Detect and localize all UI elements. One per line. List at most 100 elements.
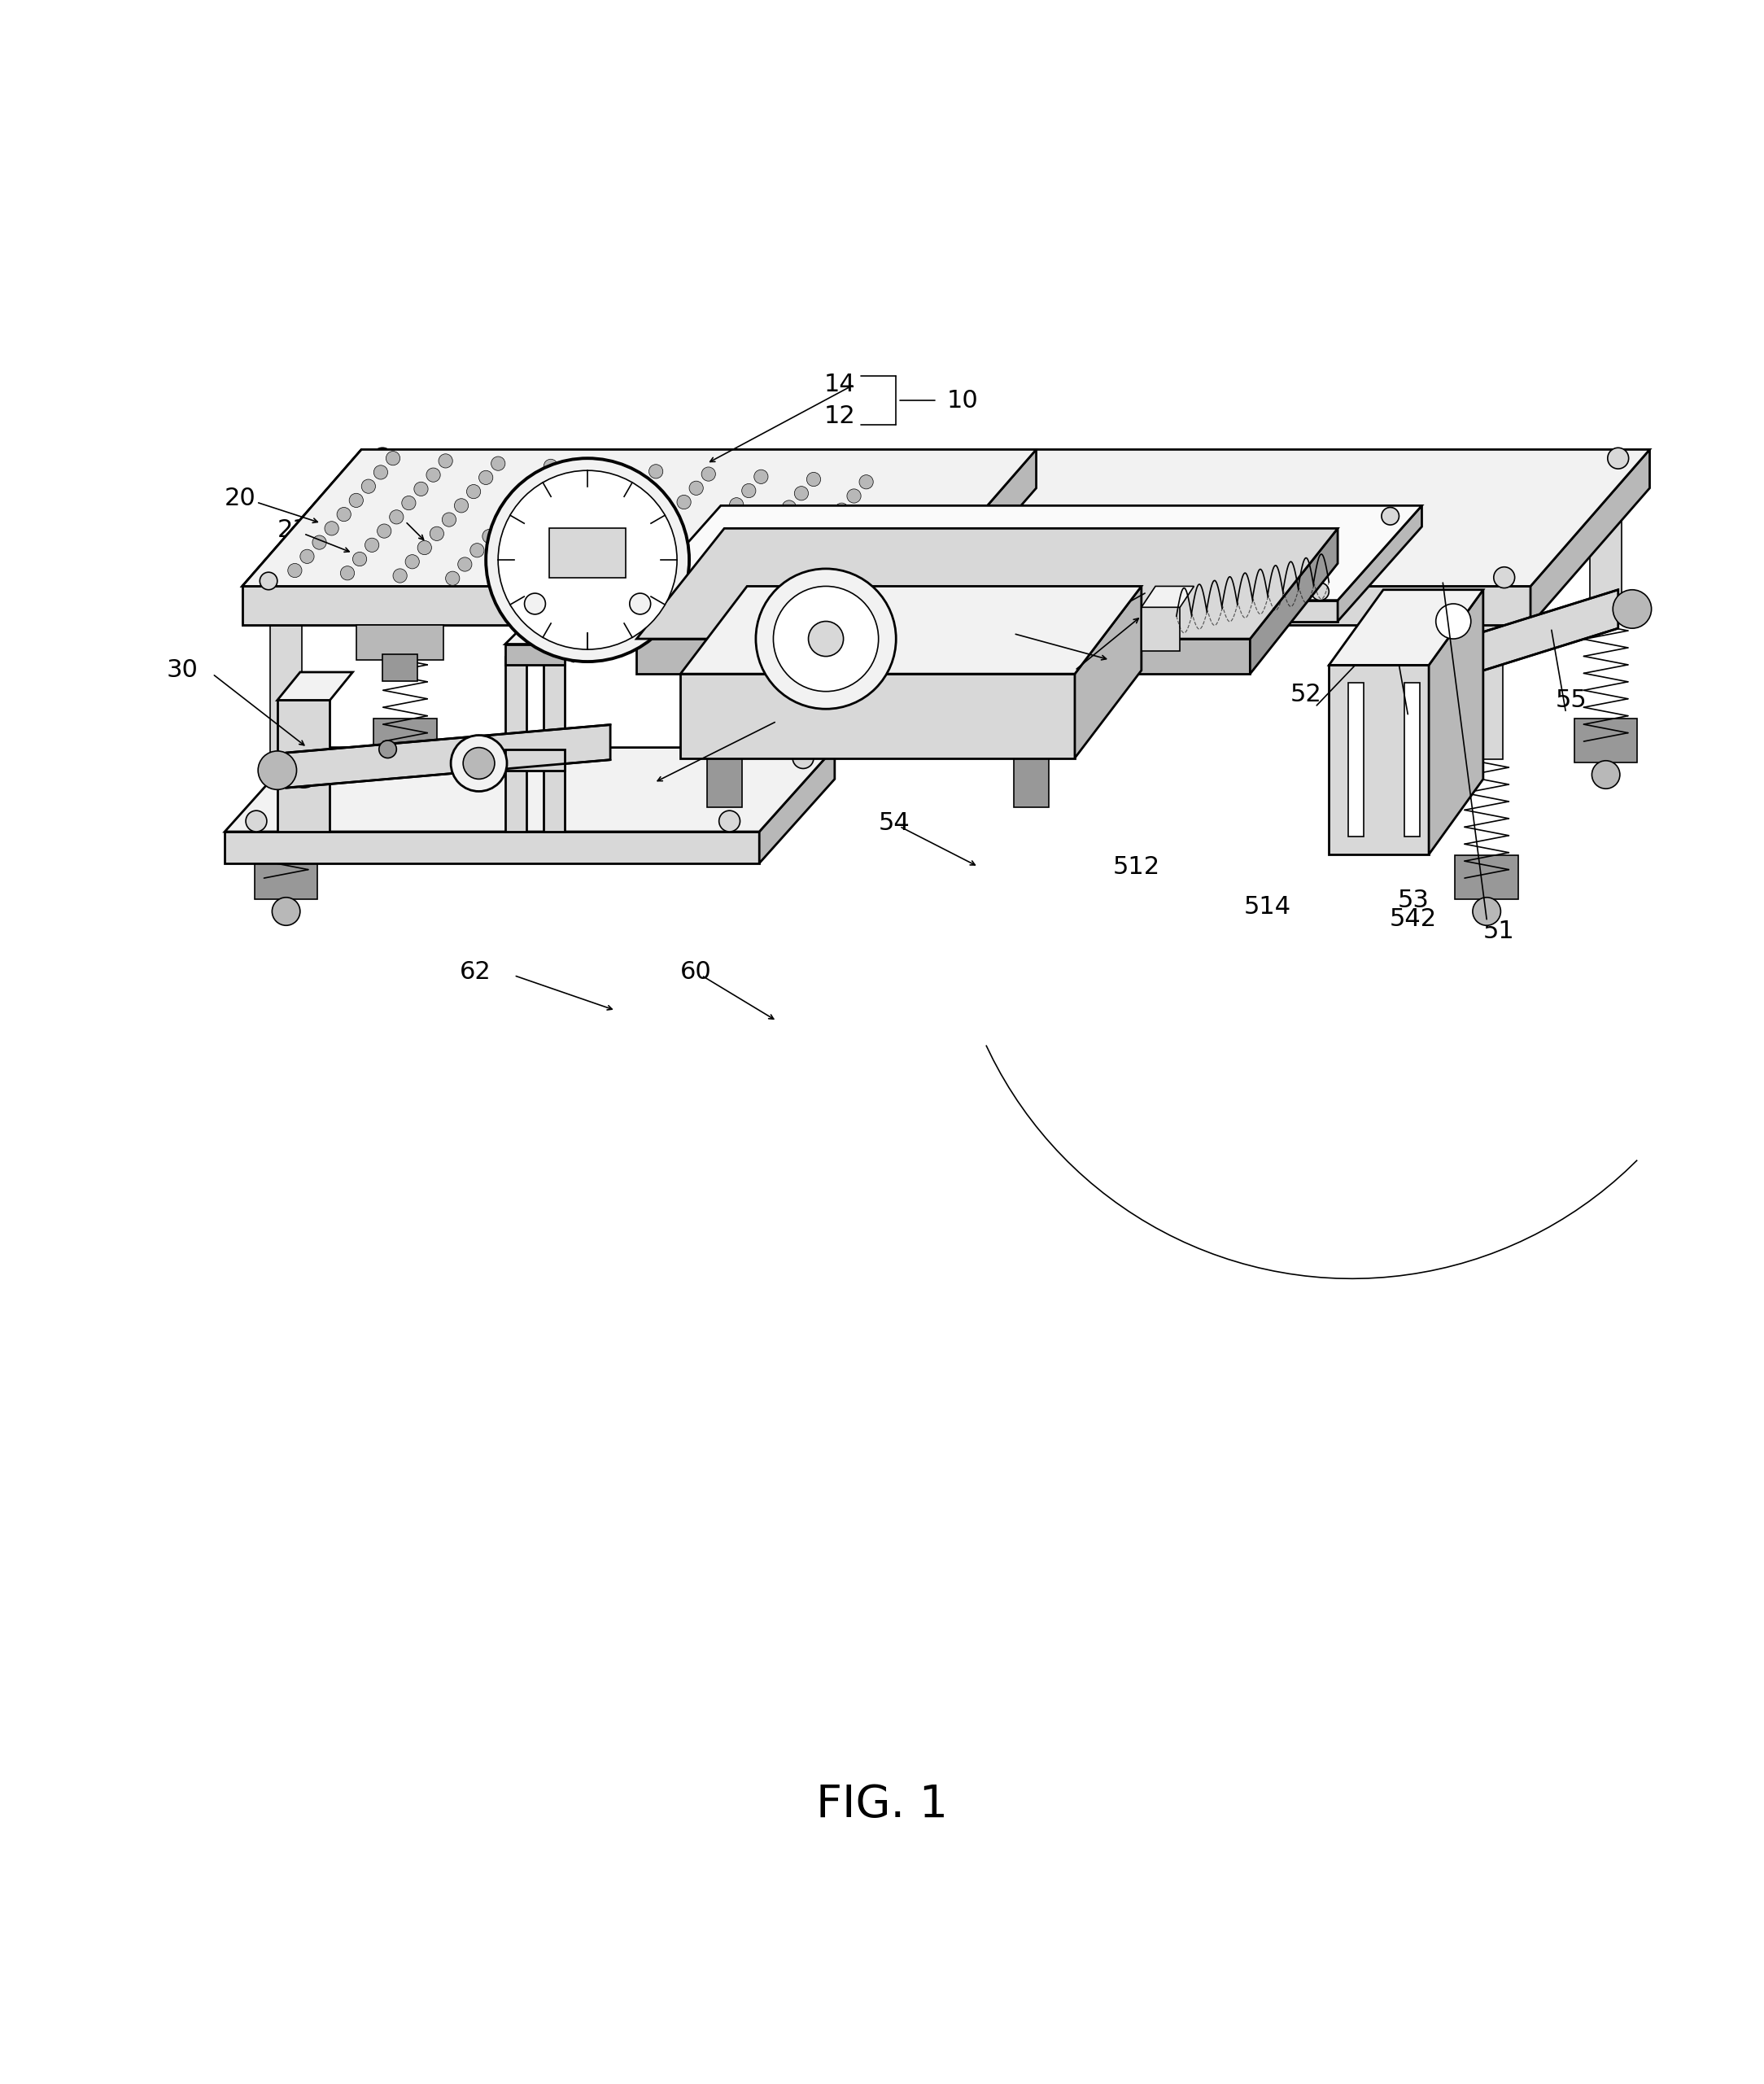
Circle shape [455,498,469,513]
Text: 50: 50 [986,613,1018,636]
Circle shape [773,586,878,692]
Circle shape [286,752,321,788]
Circle shape [847,490,861,502]
Text: 21: 21 [388,506,420,529]
Text: 30: 30 [168,659,199,681]
Polygon shape [637,529,1337,640]
Polygon shape [242,586,917,625]
Circle shape [1311,584,1328,600]
Bar [1141,606,1180,650]
Circle shape [390,511,404,523]
Circle shape [522,546,536,561]
Text: 542: 542 [1390,907,1436,932]
Circle shape [372,448,393,469]
Circle shape [653,523,667,538]
Circle shape [312,536,326,550]
Circle shape [718,513,732,525]
Bar [270,625,302,759]
Circle shape [859,475,873,490]
Circle shape [753,469,767,483]
Circle shape [1473,898,1501,925]
Polygon shape [681,673,1074,759]
Circle shape [822,517,836,531]
Circle shape [459,556,471,571]
Text: 12: 12 [824,404,856,427]
Circle shape [559,504,573,519]
Circle shape [721,571,736,584]
Circle shape [584,475,598,490]
Circle shape [743,483,755,498]
Circle shape [640,538,654,550]
Circle shape [494,515,508,529]
Circle shape [863,534,877,548]
Bar [1348,684,1364,838]
Circle shape [245,811,266,832]
Circle shape [497,471,677,650]
Circle shape [785,559,799,573]
Circle shape [616,565,630,579]
Text: 55: 55 [1556,688,1586,713]
Polygon shape [1337,506,1422,621]
Circle shape [875,519,889,534]
Circle shape [386,452,400,465]
Circle shape [415,481,429,496]
Text: FIG. 1: FIG. 1 [817,1782,947,1826]
Circle shape [575,548,589,563]
Circle shape [377,523,392,538]
Circle shape [485,458,690,661]
Circle shape [446,571,460,586]
Polygon shape [242,450,1035,586]
Circle shape [464,748,494,779]
Bar [374,719,437,763]
Circle shape [850,548,864,563]
Polygon shape [1141,586,1194,606]
Circle shape [1381,506,1399,525]
Circle shape [649,465,663,479]
Polygon shape [681,586,1141,673]
Circle shape [834,502,848,517]
Circle shape [572,490,586,504]
Bar [505,750,564,771]
Circle shape [482,529,496,544]
Circle shape [654,584,672,602]
Circle shape [471,544,483,556]
Circle shape [300,550,314,563]
Circle shape [365,538,379,552]
Circle shape [543,458,557,473]
Circle shape [519,488,533,502]
Text: 514: 514 [1244,896,1291,919]
Circle shape [452,736,506,792]
Circle shape [734,556,746,571]
Circle shape [612,506,626,521]
Text: 51: 51 [1484,919,1515,944]
Circle shape [406,554,420,569]
Circle shape [547,519,561,531]
Circle shape [319,748,340,769]
Circle shape [797,546,811,559]
Polygon shape [224,832,759,863]
Circle shape [624,492,639,506]
Circle shape [510,561,524,573]
Circle shape [755,569,896,709]
Circle shape [757,529,771,542]
Circle shape [744,542,759,556]
Bar [1404,684,1420,838]
Circle shape [1612,590,1651,627]
Polygon shape [242,450,1649,586]
Circle shape [730,498,744,513]
Polygon shape [1074,586,1141,759]
Polygon shape [1328,590,1484,665]
Circle shape [353,552,367,567]
Circle shape [838,563,852,575]
Bar [1471,625,1503,759]
Circle shape [534,531,549,546]
Circle shape [600,521,614,534]
Circle shape [693,540,707,554]
Circle shape [259,573,277,590]
Circle shape [665,508,679,523]
Polygon shape [637,506,1422,600]
Bar [1014,759,1048,807]
Text: 14: 14 [824,373,856,396]
Circle shape [690,481,704,496]
Circle shape [808,621,843,656]
